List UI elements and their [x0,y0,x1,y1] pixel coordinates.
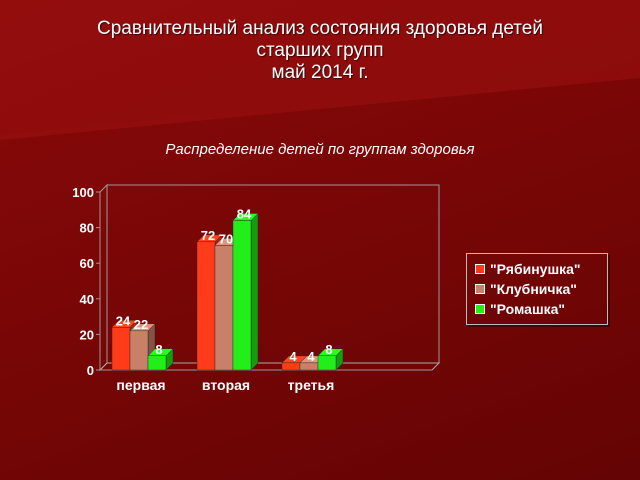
legend-swatch [475,264,485,274]
bar [214,245,234,371]
bar [281,362,301,371]
legend-item-romashka: "Ромашка" [475,300,565,318]
bar [147,355,167,371]
data-label: 72 [201,228,215,243]
title-line-1: Сравнительный анализ состояния здоровья … [97,18,543,39]
plot-back-wall [106,184,440,364]
bar [111,327,131,371]
slide-title: Сравнительный анализ состояния здоровья … [0,18,640,84]
chart-title: Распределение детей по группам здоровья [165,141,475,158]
y-tick-label: 40 [80,292,94,307]
y-tick-label: 60 [80,256,94,271]
data-label: 24 [116,313,131,328]
y-tick-label: 100 [72,185,94,200]
data-label: 4 [289,349,297,364]
x-tick-label: третья [288,377,335,393]
bar [232,220,252,371]
legend-swatch [475,304,485,314]
chart-legend: "Рябинушка" "Клубничка" "Ромашка" [466,253,608,325]
x-tick-label: первая [116,377,165,393]
legend-label: "Клубничка" [490,281,577,297]
data-label: 22 [134,317,148,332]
bar-side [250,212,259,371]
title-line-3: май 2014 г. [271,62,369,83]
y-tick-label: 0 [87,363,94,378]
legend-label: "Рябинушка" [490,261,581,277]
x-tick-label: вторая [202,377,250,393]
data-label: 8 [325,342,332,357]
legend-label: "Ромашка" [490,301,566,317]
bar [299,362,319,371]
title-line-2: старших групп [256,40,384,61]
data-label: 70 [219,231,233,246]
legend-item-ryabinushka: "Рябинушка" [475,260,581,278]
legend-item-klubnichka: "Клубничка" [475,280,577,298]
plot-side-wall [99,183,108,372]
y-tick-label: 20 [80,327,94,342]
bar [129,330,149,371]
bar [196,241,216,371]
bar [317,355,337,371]
data-label: 4 [307,349,315,364]
data-label: 8 [155,342,162,357]
data-label: 84 [237,206,252,221]
y-tick-label: 80 [80,221,94,236]
legend-swatch [475,284,485,294]
